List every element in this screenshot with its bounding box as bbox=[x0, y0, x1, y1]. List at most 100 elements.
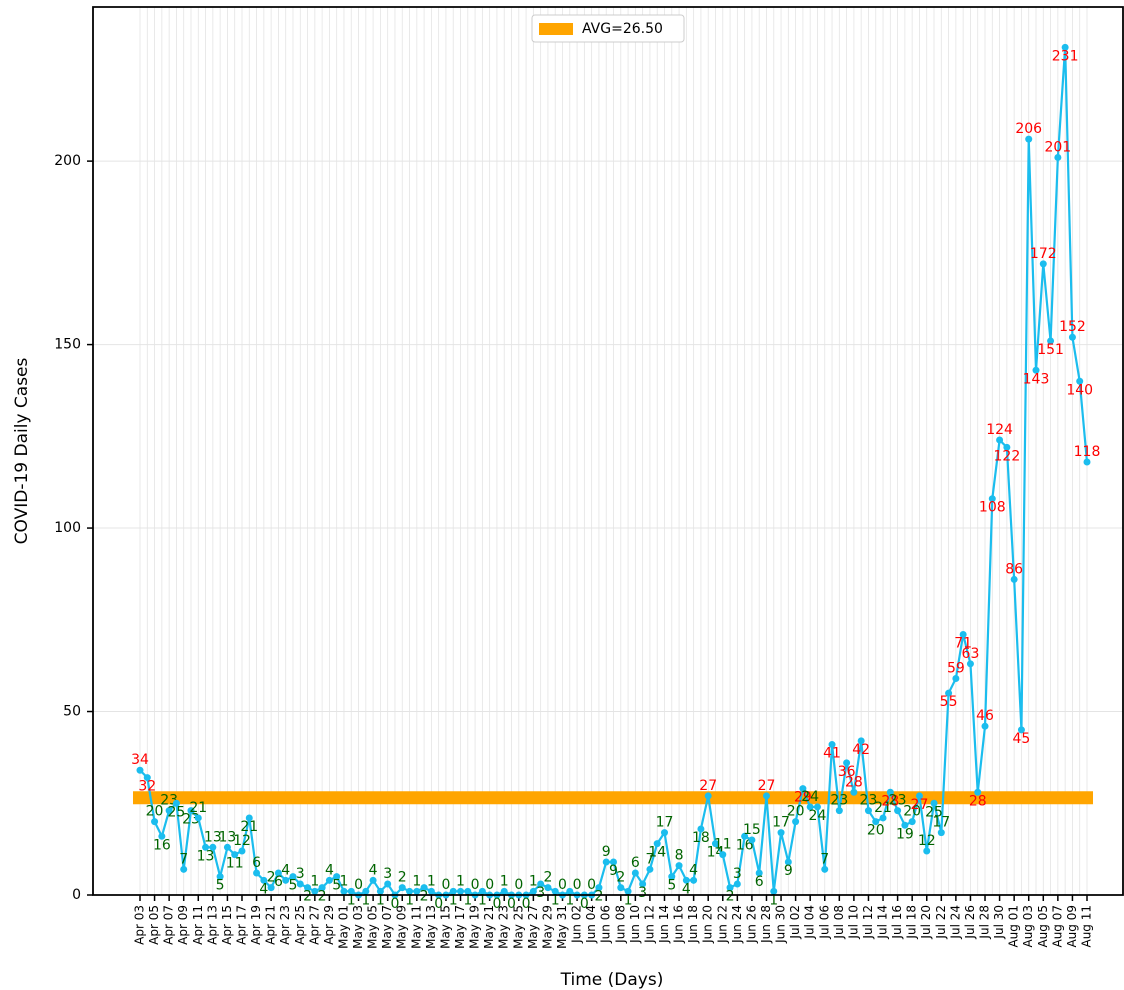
data-label: 4 bbox=[369, 862, 378, 878]
data-label: 3 bbox=[638, 885, 647, 901]
x-tick-label: Apr 09 bbox=[176, 905, 190, 945]
data-label: 23 bbox=[889, 793, 907, 809]
x-tick-label: Jun 14 bbox=[657, 905, 671, 944]
data-label: 13 bbox=[204, 829, 222, 845]
x-tick-label: Jun 06 bbox=[599, 905, 613, 944]
x-tick-label: May 01 bbox=[336, 905, 350, 949]
data-label: 1 bbox=[624, 892, 633, 908]
data-point bbox=[631, 869, 639, 877]
data-point bbox=[1061, 43, 1069, 51]
y-tick-label: 50 bbox=[63, 704, 81, 720]
data-point bbox=[733, 880, 741, 888]
data-point bbox=[828, 741, 836, 749]
x-tick-label: Jul 28 bbox=[978, 905, 992, 940]
x-tick-label: Jul 18 bbox=[905, 905, 919, 940]
data-label: 2 bbox=[318, 889, 327, 905]
data-label: 0 bbox=[434, 896, 443, 912]
x-tick-label: Apr 07 bbox=[162, 905, 176, 945]
data-point bbox=[879, 814, 887, 822]
data-label: 23 bbox=[182, 812, 200, 828]
data-point bbox=[529, 887, 537, 895]
data-label: 42 bbox=[852, 742, 870, 758]
data-label: 0 bbox=[471, 877, 480, 893]
data-point bbox=[551, 887, 559, 895]
x-tick-label: Jun 10 bbox=[628, 905, 642, 944]
data-point bbox=[915, 792, 923, 800]
data-point bbox=[711, 840, 719, 848]
data-point bbox=[216, 873, 224, 881]
data-label: 8 bbox=[675, 848, 684, 864]
x-tick-label: Jul 06 bbox=[817, 905, 831, 940]
legend-box bbox=[531, 14, 685, 43]
x-tick-label: Jun 20 bbox=[701, 905, 715, 944]
data-point bbox=[274, 869, 282, 877]
data-point bbox=[602, 858, 610, 866]
data-point bbox=[245, 814, 253, 822]
data-label: 1 bbox=[405, 892, 414, 908]
data-point bbox=[937, 829, 945, 837]
data-point bbox=[318, 884, 326, 892]
x-tick-label: May 21 bbox=[482, 905, 496, 949]
y-tick-label: 100 bbox=[54, 520, 81, 536]
x-tick-label: Jul 20 bbox=[919, 905, 933, 940]
data-label: 3 bbox=[296, 866, 305, 882]
y-tick-label: 0 bbox=[72, 887, 81, 903]
data-point bbox=[624, 887, 632, 895]
legend-label: AVG=26.50 bbox=[582, 21, 663, 37]
x-tick-label: Jun 30 bbox=[774, 905, 788, 944]
x-tick-label: May 07 bbox=[380, 905, 394, 949]
x-tick-label: Apr 23 bbox=[278, 905, 292, 945]
x-tick-label: Jun 04 bbox=[584, 905, 598, 944]
data-label: 2 bbox=[594, 889, 603, 905]
data-point bbox=[864, 807, 872, 815]
data-point bbox=[325, 876, 333, 884]
data-point bbox=[675, 862, 683, 870]
data-label: 1 bbox=[449, 892, 458, 908]
x-tick-label: Apr 05 bbox=[147, 905, 161, 945]
data-point bbox=[202, 843, 210, 851]
data-label: 152 bbox=[1059, 319, 1086, 335]
x-tick-label: Jun 24 bbox=[730, 905, 744, 944]
data-label: 4 bbox=[325, 862, 334, 878]
data-point bbox=[1068, 333, 1076, 341]
data-label: 0 bbox=[522, 896, 531, 912]
x-tick-label: Aug 03 bbox=[1021, 905, 1035, 948]
x-tick-label: Aug 11 bbox=[1080, 905, 1094, 948]
y-axis-label: COVID-19 Daily Cases bbox=[12, 357, 32, 544]
data-point bbox=[996, 436, 1004, 444]
data-label: 7 bbox=[179, 851, 188, 867]
data-label: 14 bbox=[648, 845, 666, 861]
data-label: 2 bbox=[398, 870, 407, 886]
data-label: 5 bbox=[216, 878, 225, 894]
x-tick-label: Jul 22 bbox=[934, 905, 948, 940]
data-label: 0 bbox=[507, 896, 516, 912]
data-label: 21 bbox=[240, 819, 258, 835]
x-tick-label: May 11 bbox=[409, 905, 423, 949]
data-label: 0 bbox=[391, 896, 400, 912]
x-tick-label: Jun 12 bbox=[642, 905, 656, 944]
data-point bbox=[566, 887, 574, 895]
data-label: 231 bbox=[1052, 48, 1079, 64]
data-point bbox=[981, 722, 989, 730]
data-label: 5 bbox=[332, 878, 341, 894]
data-point bbox=[209, 843, 217, 851]
data-label: 12 bbox=[918, 833, 936, 849]
data-label: 118 bbox=[1074, 444, 1101, 460]
data-point bbox=[333, 873, 341, 881]
data-point bbox=[231, 851, 239, 859]
x-tick-label: Aug 05 bbox=[1036, 905, 1050, 948]
data-label: 28 bbox=[881, 793, 899, 809]
data-label: 3 bbox=[536, 885, 545, 901]
data-label: 1 bbox=[456, 873, 465, 889]
data-label: 24 bbox=[809, 808, 827, 824]
data-label: 13 bbox=[197, 848, 215, 864]
data-label: 4 bbox=[259, 881, 268, 897]
data-point bbox=[923, 847, 931, 855]
data-label: 2 bbox=[726, 889, 735, 905]
data-label: 15 bbox=[743, 822, 761, 838]
data-point bbox=[478, 887, 486, 895]
x-tick-label: Aug 07 bbox=[1050, 905, 1064, 948]
data-label: 5 bbox=[667, 878, 676, 894]
data-label: 2 bbox=[543, 870, 552, 886]
data-point bbox=[398, 884, 406, 892]
